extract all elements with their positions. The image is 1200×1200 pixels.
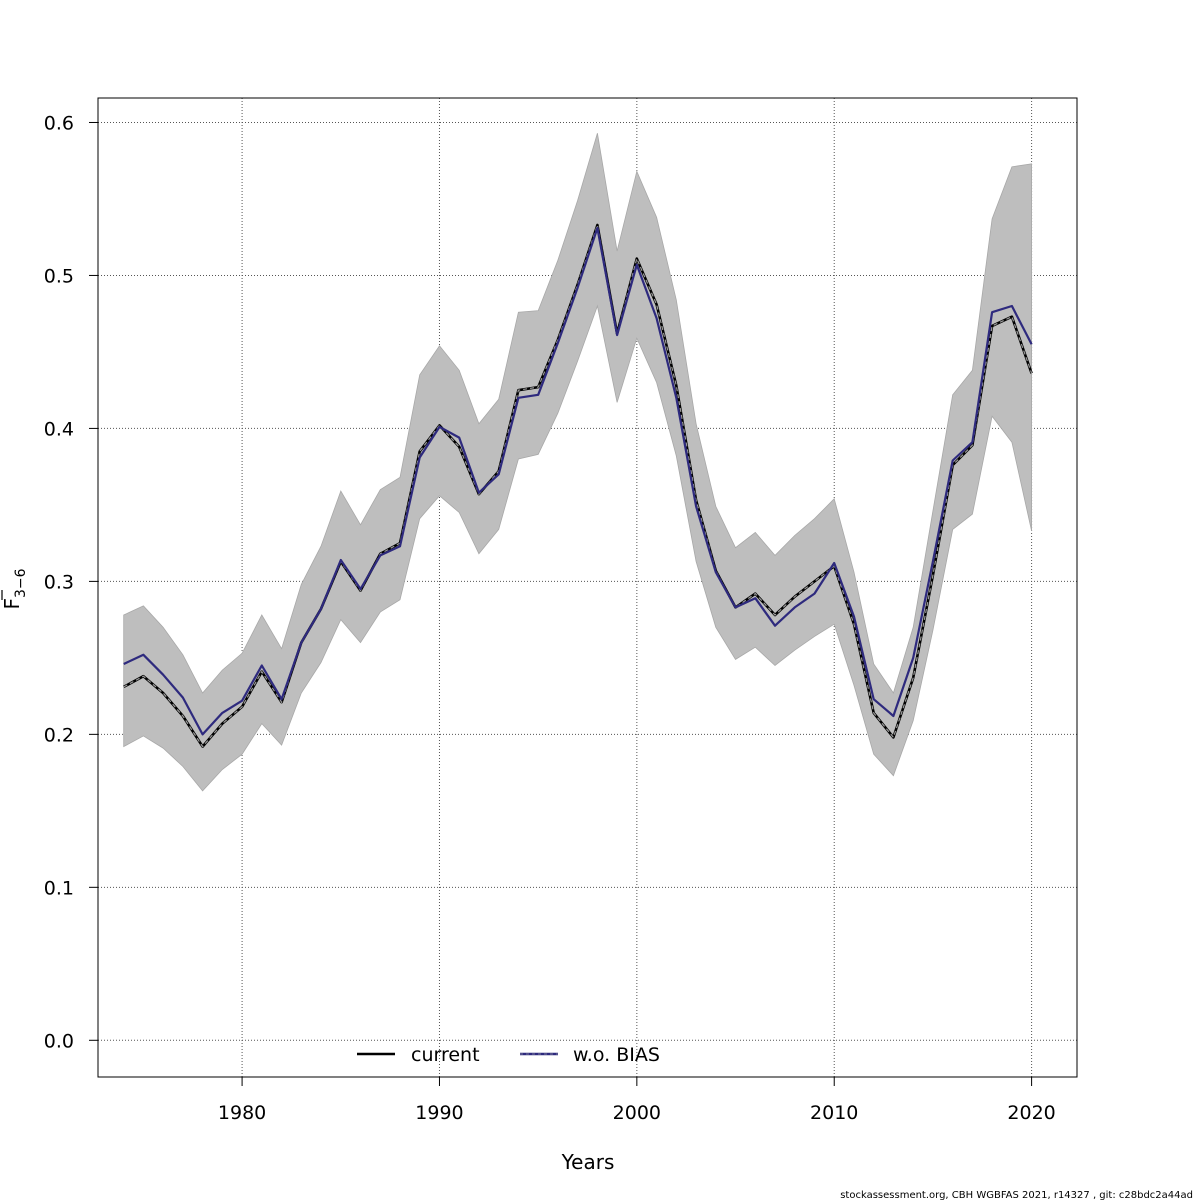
- series-lines: [123, 223, 1033, 748]
- y-tick-label: 0.4: [44, 418, 74, 440]
- svg-text:F3−6: F3−6: [0, 568, 29, 609]
- x-tick-label: 2010: [810, 1102, 858, 1124]
- x-tick-label: 1990: [415, 1102, 463, 1124]
- confidence-band: [123, 133, 1032, 792]
- legend: current w.o. BIAS: [357, 1044, 660, 1066]
- y-tick-label: 0.3: [44, 571, 74, 593]
- y-tick-label: 0.1: [44, 877, 74, 899]
- x-axis: 1980 1990 2000 2010 2020: [218, 1077, 1056, 1124]
- x-tick-label: 2020: [1007, 1102, 1055, 1124]
- y-axis-title-main: F: [0, 598, 24, 610]
- series-line-wo-bias: [123, 226, 1033, 736]
- plot-frame: [97, 97, 1078, 1078]
- y-tick-label: 0.6: [44, 112, 74, 134]
- y-tick-label: 0.5: [44, 265, 74, 287]
- footer-credit: stockassessment.org, CBH WGBFAS 2021, r1…: [840, 1190, 1193, 1200]
- x-tick-label: 2000: [613, 1102, 661, 1124]
- y-tick-label: 0.0: [44, 1030, 74, 1052]
- y-tick-label: 0.2: [44, 724, 74, 746]
- y-axis-title-sub: 3−6: [13, 568, 29, 598]
- x-tick-label: 1980: [218, 1102, 266, 1124]
- y-axis-title: F3−6: [0, 568, 29, 609]
- legend-label: w.o. BIAS: [573, 1044, 660, 1066]
- x-axis-title: Years: [561, 1150, 615, 1174]
- y-axis: 0.0 0.1 0.2 0.3 0.4 0.5 0.6: [44, 112, 98, 1052]
- legend-label: current: [411, 1044, 480, 1066]
